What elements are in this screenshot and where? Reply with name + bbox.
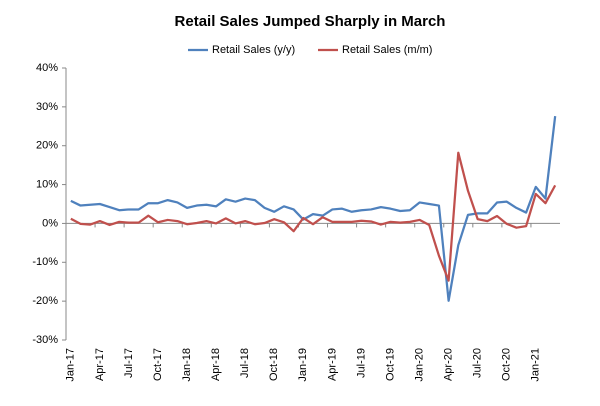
y-tick-label: 30% <box>36 101 58 113</box>
legend-label: Retail Sales (m/m) <box>342 44 432 56</box>
x-tick-label: Oct-18 <box>268 348 280 381</box>
x-tick-label: Jul-19 <box>355 348 367 378</box>
x-tick-label: Oct-17 <box>152 348 164 381</box>
x-tick-label: Jan-20 <box>413 348 425 382</box>
series-line <box>70 116 557 302</box>
x-tick-label: Apr-20 <box>443 348 455 381</box>
y-tick-label: 40% <box>36 62 58 74</box>
x-tick-label: Oct-19 <box>384 348 396 381</box>
x-tick-label: Jul-17 <box>123 348 135 378</box>
x-tick-label: Jan-19 <box>297 348 309 382</box>
x-tick-label: Jan-17 <box>65 348 77 382</box>
x-tick-label: Jul-18 <box>239 348 251 378</box>
y-tick-label: 0% <box>42 217 58 229</box>
x-tick-label: Apr-18 <box>210 348 222 381</box>
x-tick-label: Jan-21 <box>530 348 542 382</box>
x-tick-label: Jan-18 <box>181 348 193 382</box>
x-tick-label: Apr-17 <box>94 348 106 381</box>
y-tick-label: -10% <box>32 256 58 268</box>
x-tick-label: Jul-20 <box>472 348 484 378</box>
y-tick-label: -20% <box>32 295 58 307</box>
y-tick-label: 10% <box>36 178 58 190</box>
series-line <box>70 151 557 282</box>
legend-label: Retail Sales (y/y) <box>212 44 295 56</box>
chart-title: Retail Sales Jumped Sharply in March <box>175 13 446 30</box>
y-tick-label: -30% <box>32 334 58 346</box>
x-tick-label: Oct-20 <box>501 348 513 381</box>
y-tick-label: 20% <box>36 140 58 152</box>
x-tick-label: Apr-19 <box>326 348 338 381</box>
